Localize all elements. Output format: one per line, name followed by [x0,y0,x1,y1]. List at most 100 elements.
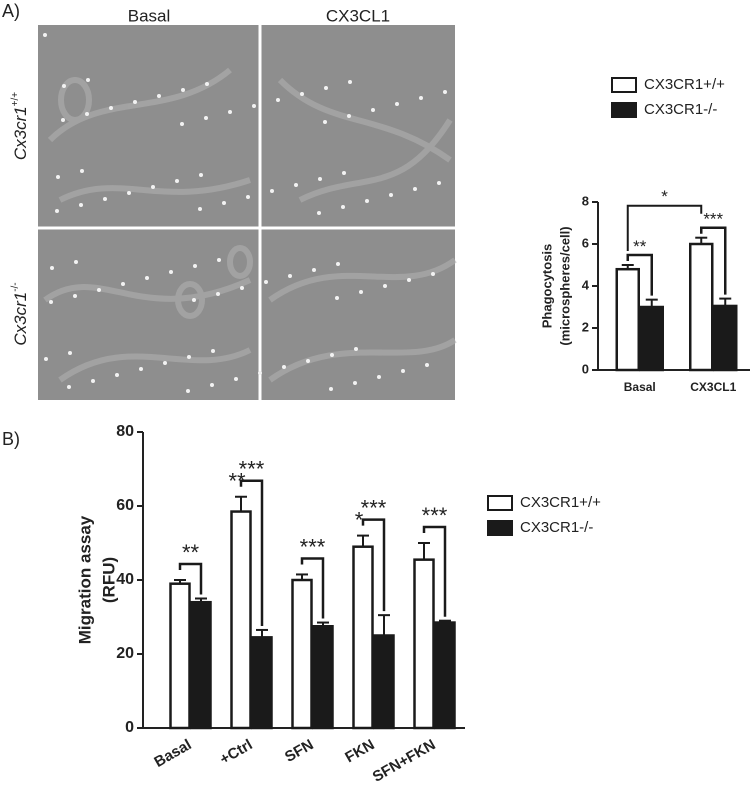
microsphere [163,361,167,365]
microsphere [413,187,417,191]
y-axis-label: (RFU) [99,557,118,603]
legend-label: CX3CR1+/+ [520,494,601,511]
microsphere [79,203,83,207]
bar [312,625,334,730]
microsphere [192,298,196,302]
microsphere [175,179,179,183]
microsphere [365,199,369,203]
significance-label: ** [633,237,647,256]
microsphere [323,120,327,124]
microsphere [264,280,268,284]
microsphere [371,108,375,112]
microsphere [282,365,286,369]
y-axis-label: Phagocytosis [539,244,554,329]
microsphere [44,357,48,361]
significance-label: *** [422,503,448,528]
bar [615,267,640,372]
micrograph-panel [38,25,455,400]
bar [639,305,664,372]
cell-texture [43,67,457,383]
microsphere [228,110,232,114]
microsphere [199,173,203,177]
microsphere [419,96,423,100]
microsphere [217,258,221,262]
microsphere [73,294,77,298]
microsphere [49,300,53,304]
microsphere [91,379,95,383]
legend-label: CX3CR1-/- [644,101,717,118]
microsphere [56,175,60,179]
microsphere [300,92,304,96]
bar [230,510,252,730]
y-tick-label: 6 [582,235,589,250]
microsphere [342,171,346,175]
y-axis-label: (microspheres/cell) [557,226,572,345]
microsphere [127,191,131,195]
y-tick-label: 20 [116,645,134,662]
row-label: Cx3cr1-/- [10,282,31,345]
y-tick-label: 0 [582,361,589,376]
microsphere [329,387,333,391]
microsphere [43,33,47,37]
row-label: Cx3cr1+/+ [10,92,31,160]
microsphere [74,260,78,264]
microsphere [121,282,125,286]
microsphere [181,88,185,92]
microsphere [401,369,405,373]
microsphere [145,276,149,280]
x-tick-label: SFN+FKN [370,736,439,786]
microsphere [198,207,202,211]
panel-label: B) [2,429,20,449]
bar [169,582,191,730]
microsphere [425,363,429,367]
x-tick-label: CX3CL1 [690,380,736,394]
bar [434,621,456,730]
microsphere [186,389,190,393]
x-tick-label: Basal [151,736,194,771]
microsphere [383,284,387,288]
microsphere [205,82,209,86]
x-tick-label: FKN [342,736,377,766]
legend-label: CX3CR1-/- [520,519,593,536]
microsphere [180,122,184,126]
significance-bracket [422,525,447,617]
x-tick-label: +Ctrl [217,736,255,768]
microsphere [204,116,208,120]
bar [373,634,395,730]
bar [352,545,374,730]
microsphere [67,385,71,389]
x-tick-label: Basal [624,380,656,394]
y-tick-label: 4 [582,277,590,292]
microsphere [353,381,357,385]
legend-swatch [611,102,637,118]
microsphere [187,355,191,359]
microsphere [335,296,339,300]
microsphere [288,274,292,278]
microsphere [318,177,322,181]
y-axis-label: Migration assay [75,515,94,644]
legend-label: CX3CR1+/+ [644,76,725,93]
significance-bracket [300,557,325,619]
column-label: Basal [128,6,171,25]
microsphere [151,185,155,189]
microsphere [389,193,393,197]
significance-label: * [661,187,668,206]
bar [190,600,212,730]
micrographs: Basal CX3CL1 Cx3cr1+/+ Cx3cr1-/- [10,6,457,400]
row-label-superscript: -/- [10,282,21,291]
microsphere [103,197,107,201]
significance-label: ** [182,540,200,565]
microsphere [86,78,90,82]
y-tick-label: 2 [582,319,589,334]
bar [689,242,714,372]
microsphere [115,373,119,377]
row-label-superscript: +/+ [10,92,21,107]
significance-bracket [361,518,386,612]
microsphere [348,80,352,84]
microsphere [80,169,84,173]
microsphere [347,114,351,118]
significance-label: *** [703,210,723,229]
row-label-name: Cx3cr1 [11,292,30,346]
